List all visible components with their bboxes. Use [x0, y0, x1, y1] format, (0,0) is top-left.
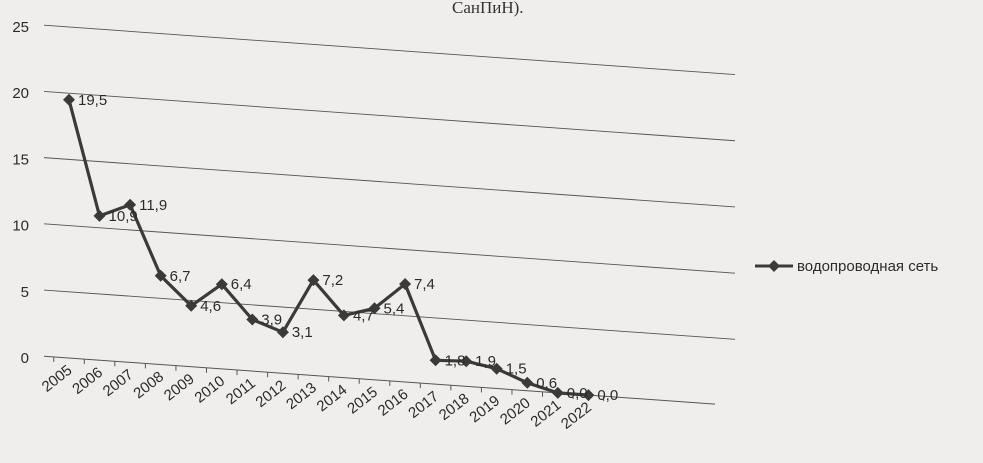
data-point-marker	[582, 389, 595, 402]
data-point-marker	[368, 302, 381, 315]
data-label: 19,5	[78, 92, 107, 109]
data-point-markers	[63, 93, 595, 402]
x-tick-label: 2020	[497, 394, 534, 428]
x-tick-label: 2008	[130, 368, 167, 402]
series-line-group	[67, 98, 591, 397]
page-caption: СанПиН).	[452, 0, 524, 17]
x-tick-label: 2019	[466, 392, 503, 426]
y-axis-tick-labels: 0 5 10 15 20 25	[12, 19, 29, 367]
data-label: 7,4	[414, 276, 435, 293]
data-point-marker	[215, 278, 228, 291]
data-point-marker	[185, 299, 198, 312]
data-labels: 19,5 10,911,9 6,7 4,6 6,4 3,9 3,1 7,2 4,7 5,4 7,4 1…	[78, 92, 618, 404]
data-point-marker	[551, 386, 564, 399]
data-label: 11,9	[139, 197, 167, 214]
legend-label: водопроводная сеть	[797, 258, 938, 275]
data-point-marker	[276, 326, 289, 339]
data-point-marker	[490, 362, 503, 375]
gridline	[43, 223, 736, 274]
series-line	[67, 98, 591, 397]
legend: водопроводная сеть	[755, 258, 938, 275]
x-tick-label: 2005	[39, 362, 76, 396]
data-point-marker	[429, 354, 442, 367]
gridline	[43, 289, 736, 340]
x-tick-label: 2022	[558, 399, 595, 433]
data-label: 7,2	[322, 272, 343, 289]
data-label: 3,9	[261, 311, 282, 328]
y-tick-label: 15	[12, 151, 29, 168]
x-axis-line	[43, 355, 716, 405]
data-label: 10,9	[109, 208, 138, 225]
x-tick-label: 2017	[405, 388, 442, 422]
x-tick-label: 2021	[527, 397, 564, 431]
data-point-marker	[93, 209, 106, 222]
x-tick-label: 2015	[344, 384, 381, 418]
x-tick-label: 2016	[375, 386, 412, 420]
data-point-marker	[307, 274, 320, 287]
x-tick-label: 2014	[314, 381, 351, 415]
data-label: 3,1	[292, 324, 313, 341]
data-point-marker	[399, 278, 412, 290]
y-tick-label: 25	[12, 19, 29, 36]
data-label: 6,7	[170, 268, 191, 285]
data-label: 1,9	[475, 353, 496, 370]
x-tick-label: 2012	[253, 377, 290, 411]
y-tick-label: 20	[12, 85, 29, 102]
data-label: 1,5	[506, 361, 527, 378]
y-tick-label: 10	[12, 218, 29, 235]
y-tick-label: 5	[21, 284, 29, 301]
data-point-marker	[337, 309, 350, 322]
x-tick-label: 2013	[283, 379, 320, 413]
data-point-marker	[154, 269, 167, 282]
data-label: 0,6	[536, 375, 557, 392]
data-label: 4,7	[353, 307, 374, 324]
legend-marker	[768, 260, 780, 272]
x-tick-label: 2007	[100, 366, 137, 400]
x-tick-label: 2018	[436, 390, 473, 424]
data-label: 5,4	[384, 300, 405, 317]
x-tick-label: 2010	[191, 373, 228, 407]
x-tick-label: 2006	[69, 364, 106, 398]
x-tick-label: 2011	[223, 375, 259, 408]
gridline	[43, 90, 736, 142]
x-tick-label: 2009	[161, 370, 198, 404]
gridline	[43, 157, 736, 208]
data-label: 6,4	[231, 276, 252, 293]
data-point-marker	[246, 313, 259, 326]
gridlines	[43, 24, 736, 340]
data-point-marker	[521, 376, 534, 389]
y-tick-label: 0	[21, 350, 29, 367]
data-label: 4,6	[200, 298, 221, 315]
data-point-marker	[460, 355, 473, 368]
data-point-marker	[124, 198, 137, 211]
data-label: 0,0	[567, 385, 588, 402]
data-label: 0,0	[597, 387, 618, 404]
data-point-marker	[63, 93, 75, 106]
gridline	[43, 24, 736, 76]
data-label: 1,8	[445, 352, 466, 369]
